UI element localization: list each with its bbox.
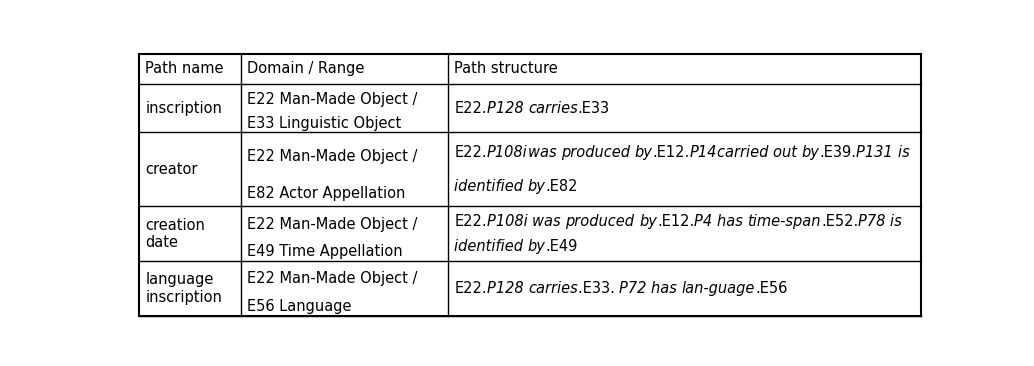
Text: produced: produced <box>560 145 635 160</box>
Text: time-span: time-span <box>748 214 821 229</box>
Text: .E56: .E56 <box>755 281 788 296</box>
Text: carried: carried <box>717 145 773 160</box>
Text: by: by <box>801 145 820 160</box>
Text: by: by <box>527 239 546 254</box>
Text: E22 Man-Made Object /: E22 Man-Made Object / <box>247 149 418 164</box>
Text: has: has <box>717 214 748 229</box>
Text: P4: P4 <box>694 214 717 229</box>
Text: E22.: E22. <box>454 281 487 296</box>
Text: carries: carries <box>528 281 578 296</box>
Text: P78: P78 <box>858 214 890 229</box>
Text: P128: P128 <box>487 281 528 296</box>
Text: E33 Linguistic Object: E33 Linguistic Object <box>247 116 401 131</box>
Text: P14: P14 <box>690 145 717 160</box>
Text: .E82: .E82 <box>546 179 578 194</box>
Text: by: by <box>639 214 657 229</box>
Text: Path structure: Path structure <box>454 61 558 76</box>
Text: P108i: P108i <box>487 145 527 160</box>
Text: .E33: .E33 <box>578 101 610 116</box>
Text: E22 Man-Made Object /: E22 Man-Made Object / <box>247 92 418 107</box>
Text: by: by <box>527 179 546 194</box>
Text: E22 Man-Made Object /: E22 Man-Made Object / <box>247 217 418 232</box>
Text: .E12.: .E12. <box>652 145 690 160</box>
Text: E82 Actor Appellation: E82 Actor Appellation <box>247 186 405 201</box>
Text: is: is <box>890 214 907 229</box>
Text: E22.: E22. <box>454 101 487 116</box>
Text: creator: creator <box>145 162 197 177</box>
Text: produced: produced <box>566 214 639 229</box>
Text: E22.: E22. <box>454 214 487 229</box>
Text: .E39.: .E39. <box>820 145 856 160</box>
Text: identified: identified <box>454 239 527 254</box>
Text: is: is <box>898 145 914 160</box>
Text: Path name: Path name <box>145 61 223 76</box>
Text: Domain / Range: Domain / Range <box>247 61 364 76</box>
Text: P72: P72 <box>619 281 651 296</box>
Text: identified: identified <box>454 179 527 194</box>
Text: has: has <box>651 281 681 296</box>
Text: language
inscription: language inscription <box>145 272 222 305</box>
Text: .E52.: .E52. <box>821 214 858 229</box>
Text: was: was <box>527 145 560 160</box>
Text: E22.: E22. <box>454 145 487 160</box>
Text: E56 Language: E56 Language <box>247 299 352 314</box>
Text: was: was <box>533 214 566 229</box>
Text: .E49: .E49 <box>546 239 578 254</box>
Text: .E33.: .E33. <box>578 281 619 296</box>
Text: carries: carries <box>528 101 578 116</box>
Text: lan-guage: lan-guage <box>681 281 755 296</box>
Text: E49 Time Appellation: E49 Time Appellation <box>247 244 402 259</box>
Text: by: by <box>635 145 652 160</box>
Text: P108i: P108i <box>487 214 533 229</box>
Text: inscription: inscription <box>145 101 222 116</box>
Text: creation
date: creation date <box>145 217 205 250</box>
Text: E22 Man-Made Object /: E22 Man-Made Object / <box>247 272 418 287</box>
Text: .E12.: .E12. <box>657 214 694 229</box>
Text: out: out <box>773 145 801 160</box>
Text: P131: P131 <box>856 145 898 160</box>
Text: P128: P128 <box>487 101 528 116</box>
